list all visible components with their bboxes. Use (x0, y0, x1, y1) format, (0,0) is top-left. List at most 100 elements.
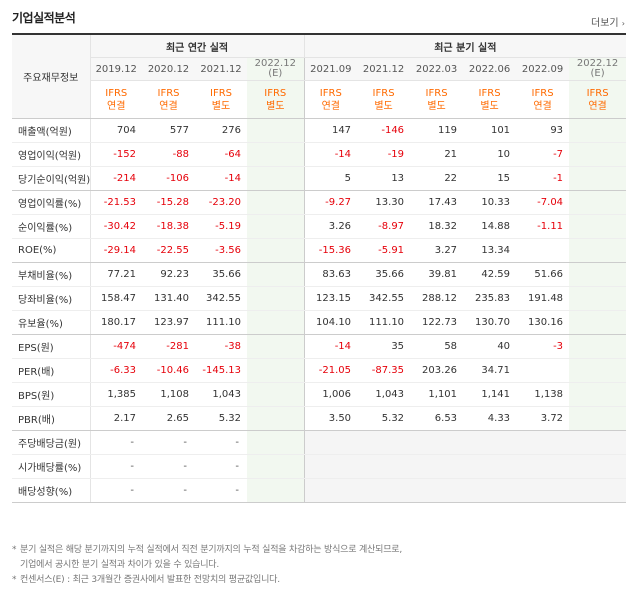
period-header-row: 2019.12 2020.12 2021.12 2022.12 (E) 2021.09 20… (12, 57, 627, 81)
annual-cell (247, 238, 305, 263)
annual-cell: -15.28 (142, 190, 195, 215)
quarter-cell (303, 430, 358, 455)
annual-cell: -38 (195, 334, 247, 359)
table-body: 매출액(억원) 704 577 276 147 -146 119 101 93 영업이익(억원) -… (12, 118, 627, 503)
quarter-cell (463, 478, 517, 503)
annual-cell: -281 (142, 334, 195, 359)
quarter-cell (303, 478, 358, 503)
annual-period-1: 2020.12 (142, 57, 195, 81)
quarter-cell: 3.26 (303, 214, 358, 239)
corner-header: 주요재무정보 (12, 35, 90, 119)
quarter-cell: 3.72 (516, 406, 570, 431)
annual-cell: 92.23 (142, 262, 195, 287)
quarter-cell: -7 (516, 142, 570, 167)
quarter-cell (569, 358, 627, 383)
annual-cell (247, 118, 305, 143)
annual-cell: 180.17 (89, 310, 142, 335)
annual-cell: 77.21 (89, 262, 142, 287)
annual-cell: -18.38 (142, 214, 195, 239)
quarter-cell (569, 406, 627, 431)
row-label: 순이익률(%) (12, 214, 90, 239)
annual-cell: -474 (89, 334, 142, 359)
quarter-period-2: 2022.03 (410, 57, 464, 81)
annual-cell (247, 214, 305, 239)
annual-cell: 2.17 (89, 406, 142, 431)
quarter-cell: 17.43 (410, 190, 464, 215)
row-label: PBR(배) (12, 406, 90, 431)
quarter-cell: 34.71 (463, 358, 517, 383)
annual-cell: - (89, 454, 142, 479)
quarter-period-4: 2022.09 (516, 57, 570, 81)
annual-cell (247, 286, 305, 311)
annual-cell: 704 (89, 118, 142, 143)
quarter-cell (569, 478, 627, 503)
table-row: ROE(%) -29.14 -22.55 -3.56 -15.36 -5.91 3.27 13… (12, 238, 627, 263)
quarter-cell: -15.36 (303, 238, 358, 263)
annual-cell (247, 166, 305, 191)
quarter-cell: 83.63 (303, 262, 358, 287)
annual-cell: 5.32 (195, 406, 247, 431)
quarter-cell: 130.16 (516, 310, 570, 335)
annual-cell: -23.20 (195, 190, 247, 215)
annual-cell (247, 190, 305, 215)
quarter-period-5: 2022.12 (E) (569, 57, 627, 81)
quarter-cell: 203.26 (410, 358, 464, 383)
quarter-cell: 3.27 (410, 238, 464, 263)
annual-cell (247, 382, 305, 407)
quarter-cell: 22 (410, 166, 464, 191)
quarter-cell: 35 (357, 334, 411, 359)
annual-cell: - (142, 430, 195, 455)
quarter-cell: 39.81 (410, 262, 464, 287)
footnote-2: * 컨센서스(E) : 최근 3개월간 증권사에서 발표한 전망치의 평균값입니다… (12, 575, 280, 585)
quarter-cell (357, 454, 411, 479)
annual-cell (247, 262, 305, 287)
annual-cell: 158.47 (89, 286, 142, 311)
quarter-cell (303, 454, 358, 479)
quarter-cell: 1,141 (463, 382, 517, 407)
quarter-cell: -5.91 (357, 238, 411, 263)
annual-basis-3: IFRS 별도 (247, 80, 305, 119)
footnote-1: * 분기 실적은 해당 분기까지의 누적 실적에서 직전 분기까지의 누적 실적을… (12, 545, 403, 555)
quarter-cell (569, 310, 627, 335)
annual-cell: 111.10 (195, 310, 247, 335)
financial-table-wrapper: 주요재무정보 최근 연간 실적 최근 분기 실적 2019.12 2020.12 2… (12, 33, 627, 503)
quarter-cell: 10 (463, 142, 517, 167)
annual-cell: 276 (195, 118, 247, 143)
section-title: 기업실적분석 (12, 11, 76, 25)
annual-period-3: 2022.12 (E) (247, 57, 305, 81)
quarter-cell: 6.53 (410, 406, 464, 431)
row-label: 부채비율(%) (12, 262, 90, 287)
annual-basis-0: IFRS 연결 (89, 80, 142, 119)
chevron-right-icon: › (621, 19, 625, 28)
quarter-cell: 21 (410, 142, 464, 167)
annual-basis-2: IFRS 별도 (195, 80, 247, 119)
quarter-cell: 101 (463, 118, 517, 143)
quarter-cell: 191.48 (516, 286, 570, 311)
annual-cell: -214 (89, 166, 142, 191)
annual-cell (247, 310, 305, 335)
row-label: 주당배당금(원) (12, 430, 90, 455)
quarter-cell: -14 (303, 142, 358, 167)
quarter-cell (569, 430, 627, 455)
quarter-basis-0: IFRS 연결 (303, 80, 358, 119)
quarter-cell: 123.15 (303, 286, 358, 311)
annual-cell: 123.97 (142, 310, 195, 335)
quarter-cell: 18.32 (410, 214, 464, 239)
quarter-cell (569, 334, 627, 359)
quarter-period-1: 2021.12 (357, 57, 411, 81)
quarter-cell: 122.73 (410, 310, 464, 335)
quarter-period-3: 2022.06 (463, 57, 517, 81)
row-label: 시가배당률(%) (12, 454, 90, 479)
more-link[interactable]: 더보기 › (591, 18, 625, 29)
quarter-cell: -146 (357, 118, 411, 143)
quarter-cell: 104.10 (303, 310, 358, 335)
table-row: PER(배) -6.33 -10.46 -145.13 -21.05 -87.35 203.… (12, 358, 627, 383)
annual-cell: 131.40 (142, 286, 195, 311)
quarter-cell (569, 214, 627, 239)
row-label: 매출액(억원) (12, 118, 90, 143)
quarter-cell: -87.35 (357, 358, 411, 383)
annual-cell: - (89, 478, 142, 503)
quarter-cell (410, 478, 464, 503)
quarter-group-header: 최근 분기 실적 (303, 35, 627, 58)
table-row: 순이익률(%) -30.42 -18.38 -5.19 3.26 -8.97 18.32 14… (12, 214, 627, 239)
